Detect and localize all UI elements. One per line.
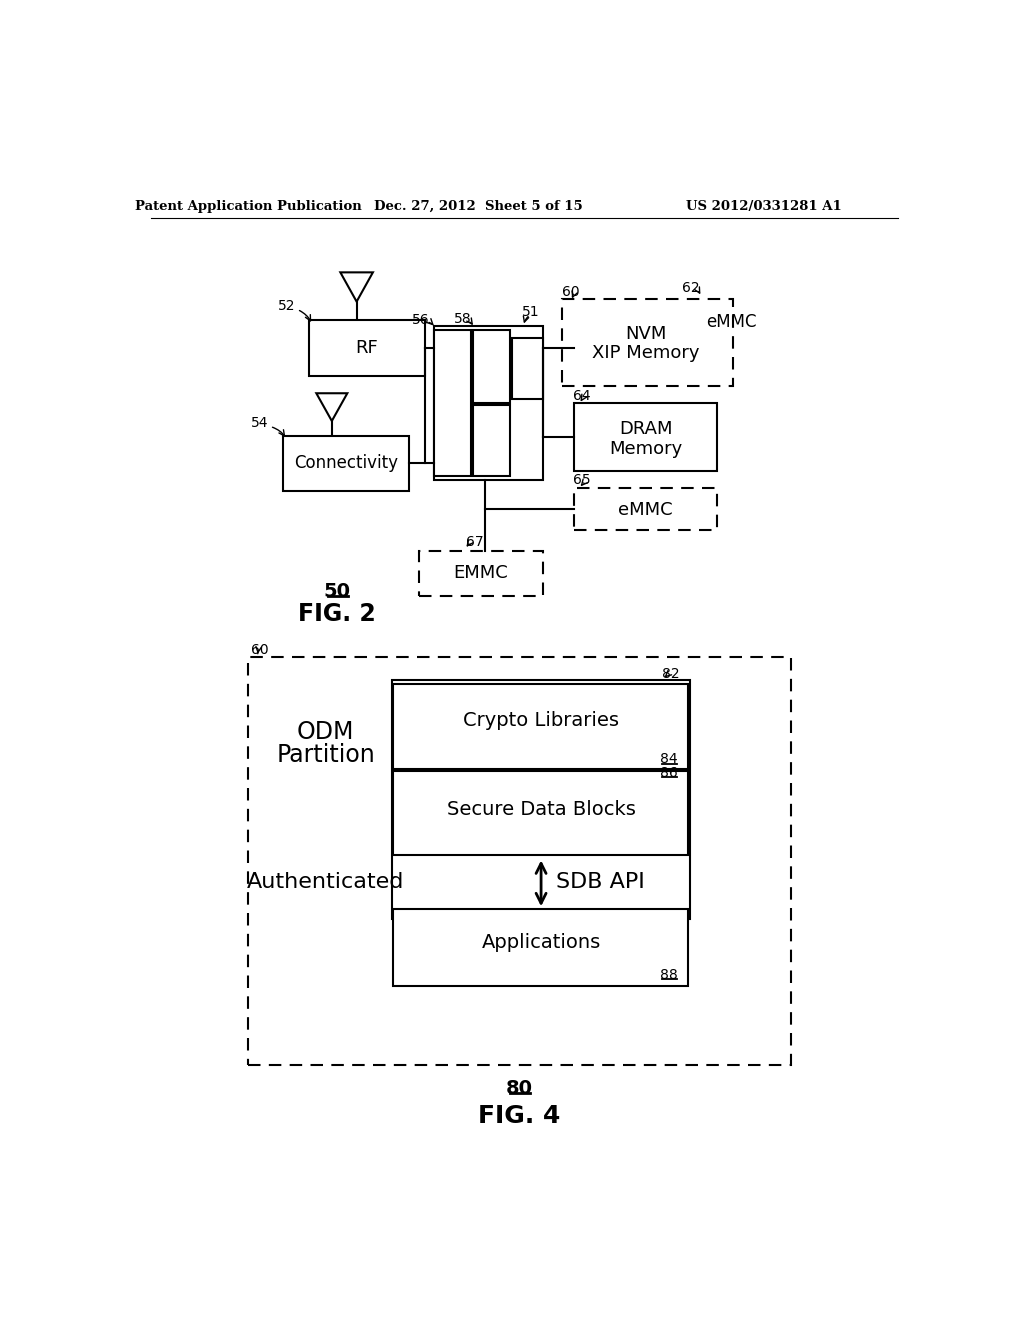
Bar [283,436,409,491]
Text: 51: 51 [522,305,540,319]
Text: 84: 84 [660,752,678,766]
Bar [473,405,510,477]
Bar [573,308,717,376]
Text: Memory: Memory [609,440,682,458]
Bar [391,681,690,919]
Text: DRAM: DRAM [618,421,673,438]
Text: 62: 62 [682,281,699,294]
Bar [419,552,543,595]
Text: ODM: ODM [297,719,354,744]
Text: 58: 58 [454,312,472,326]
Bar [573,404,717,471]
Text: Authenticated: Authenticated [247,873,404,892]
Text: 86: 86 [660,766,678,780]
Text: 54: 54 [251,416,268,429]
Text: 52: 52 [279,300,296,313]
Bar [308,321,425,376]
Text: Dec. 27, 2012  Sheet 5 of 15: Dec. 27, 2012 Sheet 5 of 15 [374,199,583,213]
Text: Applications: Applications [481,933,601,952]
Bar [248,657,791,1065]
Text: XIP Memory: XIP Memory [592,345,699,362]
Text: 64: 64 [572,388,590,403]
Bar [473,330,510,404]
Text: 60: 60 [251,643,268,656]
Text: Secure Data Blocks: Secure Data Blocks [446,800,636,818]
Text: FIG. 4: FIG. 4 [478,1104,560,1127]
Bar [393,684,688,770]
Text: 80: 80 [506,1078,532,1098]
Text: NVM: NVM [625,325,667,343]
Text: Partition: Partition [276,743,375,767]
Text: 65: 65 [573,474,591,487]
Text: Patent Application Publication: Patent Application Publication [135,199,361,213]
Bar [393,909,688,986]
Text: 50: 50 [324,582,351,601]
Text: 88: 88 [660,968,678,982]
Text: Connectivity: Connectivity [294,454,397,473]
Text: FIG. 2: FIG. 2 [298,602,376,626]
Text: EMMC: EMMC [454,565,508,582]
Text: 60: 60 [562,285,581,300]
Text: eMMC: eMMC [618,500,673,519]
Text: RF: RF [355,339,378,356]
Bar [434,330,471,477]
Bar [562,300,732,385]
Bar [434,326,543,480]
Text: Crypto Libraries: Crypto Libraries [463,711,620,730]
Text: 67: 67 [466,535,484,549]
Text: US 2012/0331281 A1: US 2012/0331281 A1 [686,199,842,213]
Text: 82: 82 [662,668,679,681]
Text: eMMC: eMMC [706,313,756,331]
Bar [573,488,717,531]
Bar [393,771,688,855]
Text: 56: 56 [412,313,430,327]
Bar [512,338,543,400]
Text: SDB API: SDB API [556,873,645,892]
